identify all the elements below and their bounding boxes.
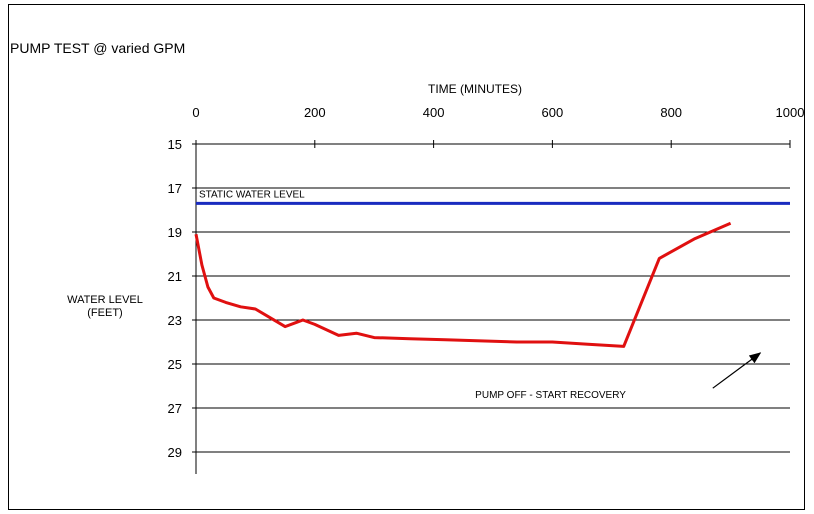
- x-tick-label-200: 200: [304, 105, 326, 120]
- y-tick-label-25: 25: [168, 357, 182, 372]
- y-tick-label-21: 21: [168, 269, 182, 284]
- y-tick-label-29: 29: [168, 445, 182, 460]
- water-level-series-line: [194, 221, 732, 348]
- pump-off-arrow: [712, 352, 762, 389]
- y-tick-label-19: 19: [168, 225, 182, 240]
- y-tick-label-27: 27: [168, 401, 182, 416]
- y-tick-label-17: 17: [168, 181, 182, 196]
- x-tick-label-0: 0: [192, 105, 199, 120]
- y-tick-label-15: 15: [168, 137, 182, 152]
- pump-off-label: PUMP OFF - START RECOVERY: [475, 390, 626, 401]
- x-tick-label-1000: 1000: [776, 105, 805, 120]
- static-water-level-label: STATIC WATER LEVEL: [199, 190, 305, 201]
- y-tick-label-23: 23: [168, 313, 182, 328]
- y-axis-label: WATER LEVEL (FEET): [67, 294, 143, 319]
- chart-title: PUMP TEST @ varied GPM: [10, 40, 186, 56]
- x-tick-label-800: 800: [660, 105, 682, 120]
- x-tick-label-600: 600: [542, 105, 564, 120]
- x-axis-label: TIME (MINUTES): [428, 82, 522, 96]
- chart-frame: [8, 4, 805, 510]
- x-tick-label-400: 400: [423, 105, 445, 120]
